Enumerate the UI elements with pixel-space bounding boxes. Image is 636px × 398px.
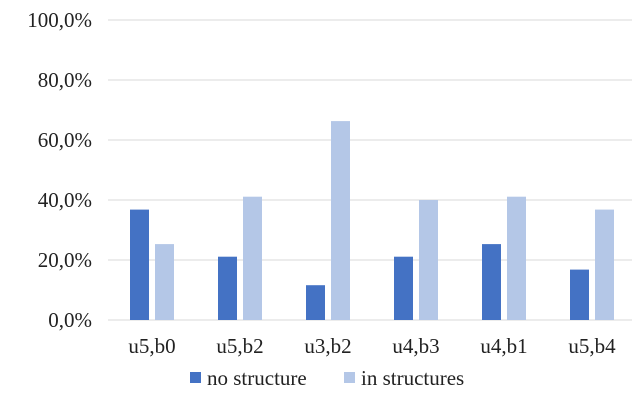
legend-swatch (344, 372, 355, 383)
y-tick-label: 60,0% (38, 128, 92, 152)
legend-label: in structures (361, 366, 464, 390)
x-tick-label: u4,b1 (480, 334, 527, 358)
x-tick-label: u5,b4 (568, 334, 616, 358)
bar-in-structures (331, 121, 350, 320)
bar-in-structures (419, 200, 438, 320)
x-axis-category-labels: u5,b0 u5,b2 u3,b2 u4,b3 u4,b1 u5,b4 (128, 334, 616, 358)
y-tick-label: 80,0% (38, 68, 92, 92)
bar-no-structure (482, 244, 501, 320)
bar-no-structure (130, 209, 149, 320)
y-tick-label: 40,0% (38, 188, 92, 212)
legend: no structure in structures (190, 366, 464, 390)
bar-in-structures (507, 196, 526, 320)
x-tick-label: u5,b2 (216, 334, 263, 358)
x-tick-label: u3,b2 (304, 334, 351, 358)
bar-in-structures (155, 244, 174, 320)
legend-label: no structure (207, 366, 307, 390)
y-tick-label: 100,0% (27, 8, 92, 32)
y-tick-label: 0,0% (48, 308, 92, 332)
y-axis-tick-labels: 0,0% 20,0% 40,0% 60,0% 80,0% 100,0% (27, 8, 92, 332)
bar-in-structures (243, 196, 262, 320)
bar-no-structure (570, 269, 589, 320)
bar-no-structure (218, 256, 237, 320)
x-tick-label: u4,b3 (392, 334, 439, 358)
legend-swatch (190, 372, 201, 383)
bar-in-structures (595, 209, 614, 320)
y-tick-label: 20,0% (38, 248, 92, 272)
x-tick-label: u5,b0 (128, 334, 175, 358)
gridlines (108, 19, 632, 321)
bars (130, 121, 614, 320)
bar-no-structure (394, 256, 413, 320)
bar-no-structure (306, 285, 325, 320)
